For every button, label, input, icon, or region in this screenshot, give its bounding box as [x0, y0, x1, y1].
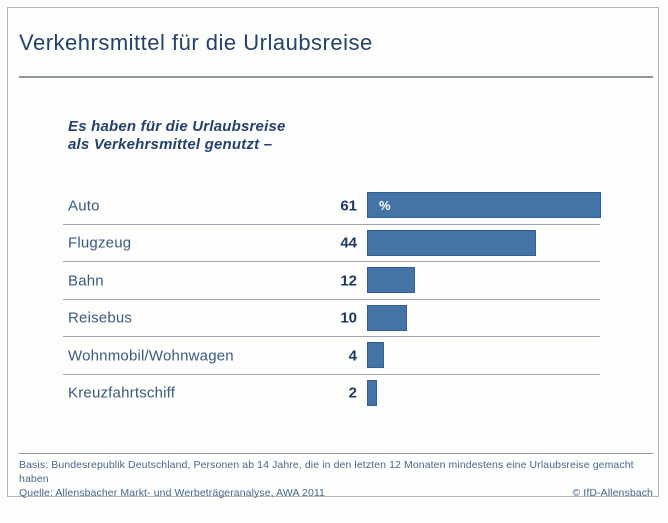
value-label: 12 [340, 272, 357, 290]
bar-flugzeug [367, 229, 536, 256]
category-label: Kreuzfahrtschiff [68, 384, 176, 402]
value-label: 10 [340, 309, 357, 327]
row-divider [63, 373, 600, 375]
bar-row: Auto 61% [8, 187, 660, 225]
category-label: Wohnmobil/Wohnwagen [68, 347, 234, 365]
bar-row: Reisebus 10 [8, 300, 660, 337]
bar-reisebus [367, 304, 407, 331]
value-label: 4 [348, 347, 357, 365]
bar-row: Wohnmobil/Wohnwagen 4 [8, 337, 660, 375]
row-divider [63, 223, 600, 225]
value-label: 2 [348, 384, 357, 402]
subtitle-line-1: Es haben für die Urlaubsreise [68, 118, 286, 135]
bar-row: Bahn 12 [8, 262, 660, 300]
row-divider [63, 298, 600, 300]
footer-source: Quelle: Allensbacher Markt- und Werbeträ… [19, 487, 325, 499]
footer-divider [19, 453, 653, 454]
footer-basis: Basis: Bundesrepublik Deutschland, Perso… [19, 459, 634, 485]
bar-bahn [367, 267, 415, 293]
footer-copyright: © IfD-Allensbach [572, 487, 653, 499]
bar-row: Flugzeug 44 [8, 225, 660, 262]
footer: Basis: Bundesrepublik Deutschland, Perso… [19, 458, 653, 500]
subtitle-line-2: als Verkehrsmittel genutzt – [68, 136, 273, 153]
bar-kreuzfahrtschiff [367, 379, 377, 406]
bar-wohnmobil-wohnwagen [367, 342, 384, 368]
bar-auto: % [367, 192, 601, 218]
value-label: 44 [340, 234, 357, 252]
bar-chart: Auto 61% Flugzeug 44 Bahn 12 Reisebus 10 Wohnmob… [8, 187, 660, 412]
percent-unit-label: % [379, 197, 391, 213]
category-label: Reisebus [68, 309, 133, 327]
category-label: Auto [68, 197, 100, 215]
page-title: Verkehrsmittel für die Urlaubsreise [19, 30, 373, 55]
chart-subtitle: Es haben für die Urlaubsreise als Verkeh… [68, 118, 286, 154]
category-label: Flugzeug [68, 234, 132, 252]
row-divider [63, 336, 600, 337]
category-label: Bahn [68, 272, 104, 290]
value-label: 61 [340, 197, 357, 215]
chart-frame: Verkehrsmittel für die Urlaubsreise Es h… [7, 7, 660, 500]
row-divider [63, 261, 600, 262]
title-divider [19, 76, 653, 78]
bar-row: Kreuzfahrtschiff 2 [8, 375, 660, 413]
